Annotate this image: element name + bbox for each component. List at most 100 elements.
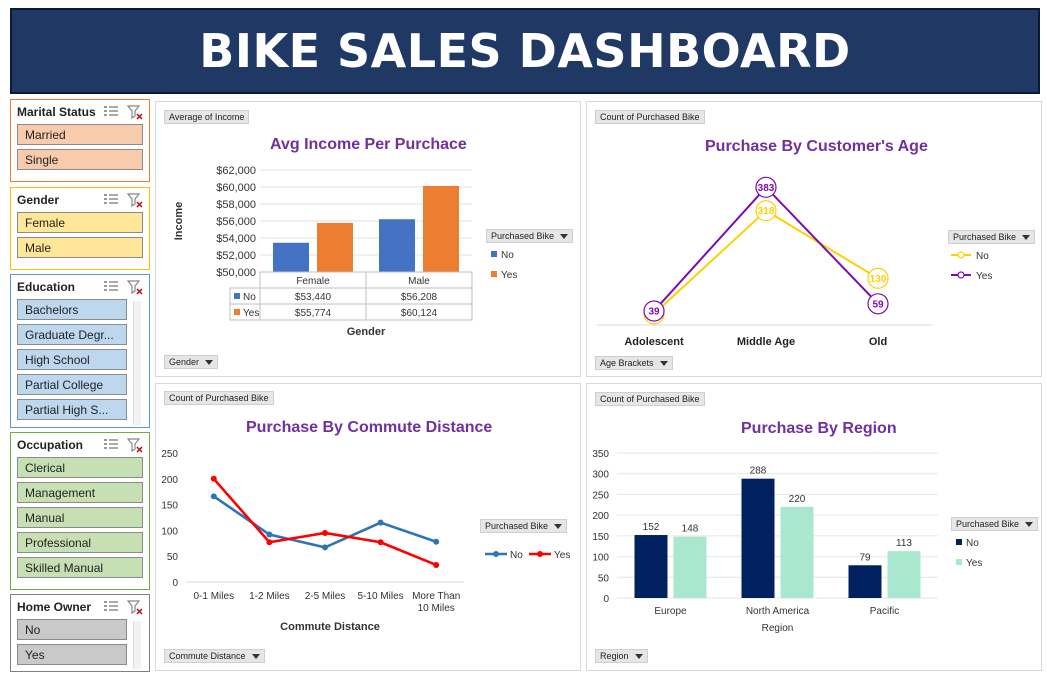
multi-select-icon[interactable] [103, 104, 119, 120]
bar [848, 565, 882, 598]
multi-select-icon[interactable] [103, 599, 119, 615]
slicer-item-manual[interactable]: Manual [17, 507, 143, 528]
multi-select-icon[interactable] [103, 279, 119, 295]
value-field-label: Count of Purchased Bike [600, 112, 700, 122]
income-chart: $50,000 $52,000 $54,000 $56,000 $58,000 $60,0… [173, 165, 517, 338]
axis-field-button[interactable]: Age Brackets [595, 356, 673, 370]
table-cell: $53,440 [295, 292, 332, 303]
data-point [433, 561, 440, 568]
chevron-down-icon [634, 653, 643, 659]
marital-status-slicer: Marital Status Married Single [10, 99, 150, 182]
multi-select-icon[interactable] [103, 192, 119, 208]
slicer-item-female[interactable]: Female [17, 212, 143, 233]
data-label: 79 [859, 552, 871, 563]
x-tick-label: 0-1 Miles [194, 591, 235, 602]
slicer-item-married[interactable]: Married [17, 124, 143, 145]
legend-field-button[interactable]: Purchased Bike [480, 519, 568, 533]
legend-field-button[interactable]: Purchased Bike [948, 230, 1036, 244]
legend-marker [957, 271, 965, 279]
y-axis-title: Income [173, 202, 185, 241]
slicer-item-yes[interactable]: Yes [17, 644, 127, 665]
y-tick-label: 50 [598, 573, 610, 584]
chevron-down-icon [659, 360, 668, 366]
bar [741, 478, 775, 598]
slicer-item-skilled-manual[interactable]: Skilled Manual [17, 557, 143, 578]
bar [273, 242, 309, 272]
data-point [266, 539, 273, 546]
legend-field-button[interactable]: Purchased Bike [951, 517, 1039, 531]
chevron-down-icon [205, 359, 214, 365]
slicer-item-graduate-degree[interactable]: Graduate Degr... [17, 324, 127, 345]
clear-filter-icon[interactable] [127, 192, 143, 208]
y-tick-label: 300 [592, 470, 609, 481]
slicer-item-clerical[interactable]: Clerical [17, 457, 143, 478]
value-field-button[interactable]: Count of Purchased Bike [595, 392, 705, 406]
x-axis-title: Commute Distance [280, 621, 380, 633]
y-tick-label: 200 [592, 511, 609, 522]
clear-filter-icon[interactable] [127, 437, 143, 453]
legend-field-button[interactable]: Purchased Bike [486, 229, 574, 243]
value-field-button[interactable]: Count of Purchased Bike [595, 110, 705, 124]
clear-filter-icon[interactable] [127, 279, 143, 295]
data-point [322, 544, 328, 551]
slicer-item-no[interactable]: No [17, 619, 127, 640]
y-tick-label: 50 [167, 552, 179, 563]
y-tick-label: 150 [592, 532, 609, 543]
legend-label: Yes [966, 558, 982, 569]
axis-field-button[interactable]: Gender [164, 355, 219, 369]
chart-title: Avg Income Per Purchace [270, 136, 467, 153]
data-label: 148 [682, 524, 699, 535]
axis-field-button[interactable]: Commute Distance [164, 649, 265, 663]
legend-field-label: Purchased Bike [953, 232, 1017, 242]
slicer-item-bachelors[interactable]: Bachelors [17, 299, 127, 320]
slicer-title: Home Owner [17, 600, 92, 614]
y-tick-label: 100 [592, 553, 609, 564]
legend-marker [493, 551, 499, 557]
chevron-down-icon [560, 233, 569, 239]
x-tick-label: More Than [412, 591, 460, 602]
slicer-title: Education [17, 280, 76, 294]
bar [423, 185, 459, 272]
value-field-button[interactable]: Count of Purchased Bike [164, 391, 274, 405]
bar [317, 222, 353, 272]
slicer-item-male[interactable]: Male [17, 237, 143, 258]
multi-select-icon[interactable] [103, 437, 119, 453]
data-point [266, 531, 273, 538]
slicer-scrollbar[interactable] [133, 621, 141, 669]
slicer-item-high-school[interactable]: High School [17, 349, 127, 370]
clear-filter-icon[interactable] [127, 104, 143, 120]
chart-title: Purchase By Region [741, 420, 897, 437]
chevron-down-icon [554, 523, 563, 529]
series-line [213, 495, 437, 549]
clear-filter-icon[interactable] [127, 599, 143, 615]
table-series-label: No [243, 292, 256, 303]
slicer-title: Gender [17, 193, 60, 207]
slicer-scrollbar[interactable] [133, 301, 141, 425]
occupation-slicer: Occupation Clerical Management Manual Pr… [10, 432, 150, 590]
chevron-down-icon [251, 653, 260, 659]
slicer-item-management[interactable]: Management [17, 482, 143, 503]
series-line [212, 477, 437, 567]
slicer-title: Marital Status [17, 105, 96, 119]
y-tick-label: 150 [161, 501, 178, 512]
slicer-header: Home Owner [11, 595, 149, 619]
data-label: 113 [896, 538, 912, 549]
value-field-button[interactable]: Average of Income [164, 110, 250, 124]
slicer-item-partial-high-school[interactable]: Partial High S... [17, 399, 127, 420]
table-cell: $55,774 [295, 308, 332, 319]
slicer-item-single[interactable]: Single [17, 149, 143, 170]
data-point [433, 538, 440, 545]
y-tick-label: 250 [592, 490, 609, 501]
x-tick-label: Pacific [870, 606, 899, 617]
data-point [210, 493, 217, 500]
age-chart-panel: Count of Purchased Bike Purchase By Cust… [586, 101, 1042, 377]
data-point [867, 267, 889, 289]
axis-field-button[interactable]: Region [595, 649, 648, 663]
y-tick-label: 0 [172, 578, 178, 589]
legend-label: No [510, 550, 523, 561]
legend-key [234, 309, 240, 315]
slicer-item-partial-college[interactable]: Partial College [17, 374, 127, 395]
slicer-header: Marital Status [11, 100, 149, 124]
slicer-item-professional[interactable]: Professional [17, 532, 143, 553]
